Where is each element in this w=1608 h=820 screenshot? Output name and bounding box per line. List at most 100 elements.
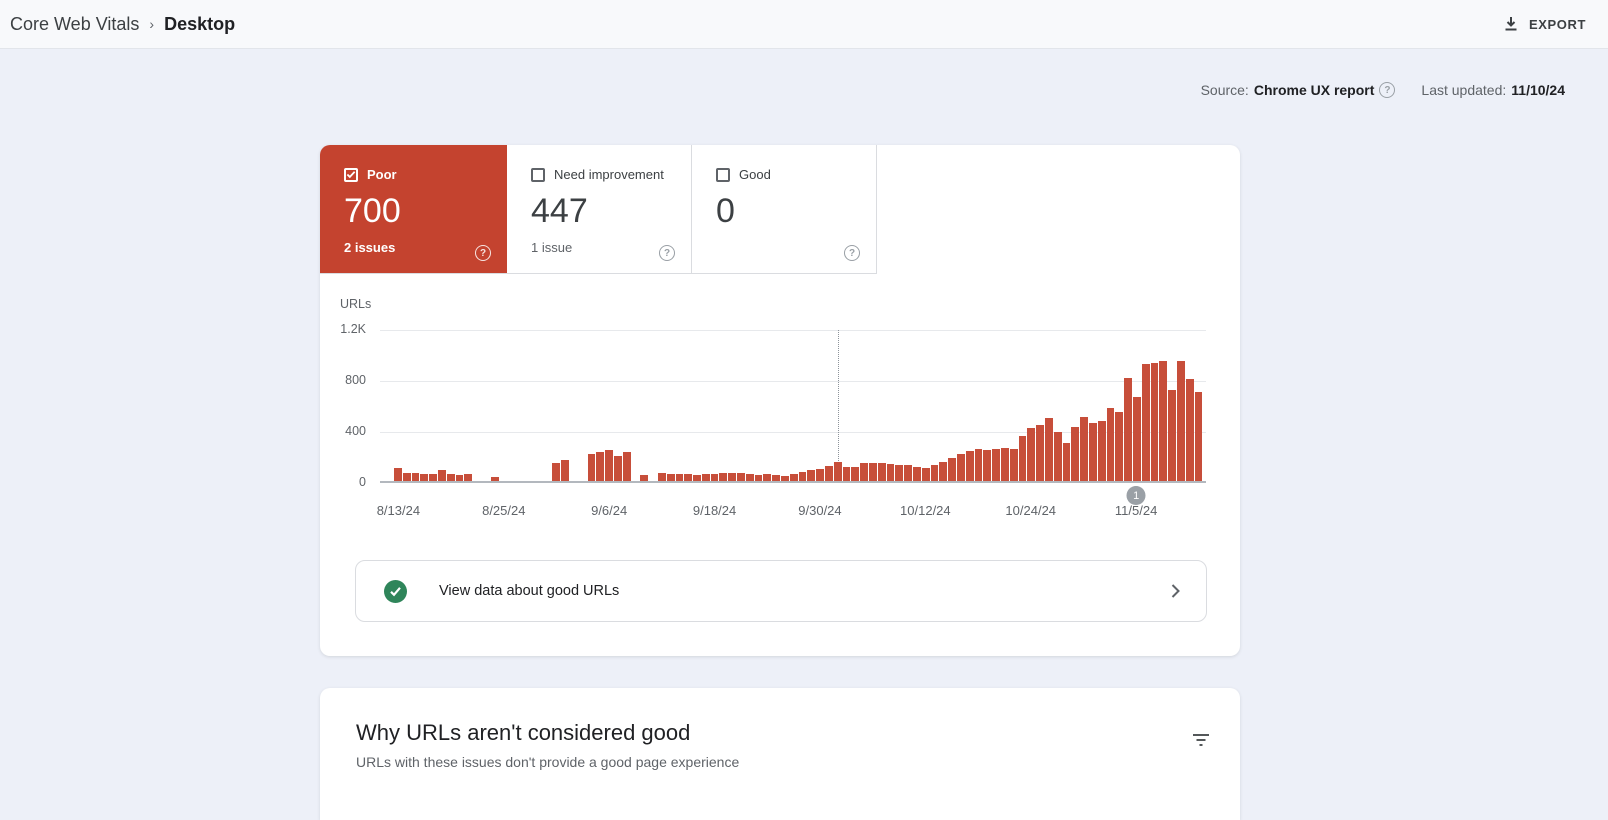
tab-need-improvement-count: 447 [531,192,588,230]
last-updated-value: 11/10/24 [1511,82,1565,98]
tab-poor-help-icon[interactable]: ? [475,245,491,261]
filter-icon[interactable] [1192,732,1210,753]
why-section-title: Why URLs aren't considered good [356,720,691,745]
bar [675,474,684,481]
bar [833,462,842,481]
top-header: Core Web Vitals › Desktop EXPORT [0,0,1608,49]
bar [561,460,569,481]
bar [957,453,965,481]
tab-poor-count: 700 [344,192,401,230]
annotation-dotted-line [837,330,839,481]
last-updated-info: Last updated: 11/10/24 [1421,82,1565,98]
last-updated-label: Last updated: [1421,82,1507,98]
bar [420,474,429,481]
bar [904,465,913,481]
bar [490,477,499,481]
x-tick-label: 10/12/24 [900,503,951,518]
x-tick-label: 11/5/24 [1114,503,1158,518]
bar [992,448,1000,481]
bar [1141,363,1150,481]
bar [913,467,921,481]
gridline [380,381,1206,382]
tab-poor-issues: 2 issues [344,240,396,255]
bar [1159,360,1168,481]
bar [763,474,772,481]
gridline [380,330,1206,331]
bar [1009,448,1018,481]
bar [772,475,781,481]
y-tick-label: 1.2K [340,322,366,336]
x-tick-label: 9/30/24 [798,503,842,518]
bar [605,450,613,481]
bar [948,457,956,481]
chevron-right-icon [1171,584,1180,598]
source-value: Chrome UX report [1253,82,1375,98]
bar [1088,422,1097,481]
need-improvement-checkbox[interactable] [531,167,545,182]
download-icon [1503,16,1519,32]
bar [666,474,675,481]
source-label: Source: [1200,82,1249,98]
good-checkbox[interactable] [716,167,730,182]
y-tick-label: 400 [345,424,366,438]
bar [464,474,473,481]
bar [781,475,789,481]
export-button[interactable]: EXPORT [1503,16,1586,32]
status-tabs: Poor 700 2 issues ? Need improvement 447… [320,145,877,274]
bar [693,474,701,481]
bar [1062,443,1071,481]
breadcrumb-current: Desktop [164,13,236,34]
bar [965,450,974,481]
bar [1027,427,1036,481]
bar [1168,390,1176,481]
chart-plot[interactable]: 1 [380,330,1206,505]
tab-poor[interactable]: Poor 700 2 issues ? [320,145,507,273]
bar [684,474,693,481]
tab-good-help-icon[interactable]: ? [844,245,860,261]
breadcrumb: Core Web Vitals › Desktop [10,14,235,35]
bar-series [380,330,1206,481]
x-tick-label: 10/24/24 [1005,503,1057,518]
bar [622,452,631,481]
y-tick-label: 800 [345,373,366,387]
x-tick-label: 9/18/24 [692,503,737,518]
poor-checkbox[interactable] [344,167,358,182]
core-web-vitals-card: Poor 700 2 issues ? Need improvement 447… [320,145,1240,656]
bar [1176,361,1185,481]
x-tick-label: 8/25/24 [482,503,526,518]
bar [394,468,402,481]
chart-annotation-marker[interactable]: 1 [1126,486,1146,505]
bar [798,471,807,481]
bar [657,473,666,481]
source-help-icon[interactable]: ? [1379,82,1396,98]
bar [1106,408,1115,481]
tab-need-improvement[interactable]: Need improvement 447 1 issue ? [507,145,692,273]
bar [455,474,464,481]
bar [842,466,851,481]
bar [886,464,895,481]
bar [939,461,948,481]
bar [1124,378,1132,481]
bar [437,470,446,481]
bar [895,464,904,481]
view-good-urls-row[interactable]: View data about good URLs [355,560,1207,622]
bar [851,467,860,481]
tab-good-count: 0 [716,192,735,230]
tab-need-improvement-issues: 1 issue [531,240,573,255]
chart-y-axis-title: URLs [340,297,372,311]
bar [1097,421,1106,481]
bar [728,473,737,481]
gridline [380,432,1206,433]
view-good-urls-label: View data about good URLs [439,583,620,599]
tab-good[interactable]: Good 0 ? [692,145,877,273]
bar [411,473,420,481]
x-tick-label: 8/13/24 [376,503,421,518]
bar [640,475,649,481]
bar [613,455,622,481]
breadcrumb-root-link[interactable]: Core Web Vitals [10,13,140,34]
tab-need-improvement-help-icon[interactable]: ? [659,245,675,261]
bar [860,463,869,481]
why-section-subtitle: URLs with these issues don't provide a g… [356,754,740,770]
bar [1185,379,1194,481]
bar [1000,448,1009,481]
